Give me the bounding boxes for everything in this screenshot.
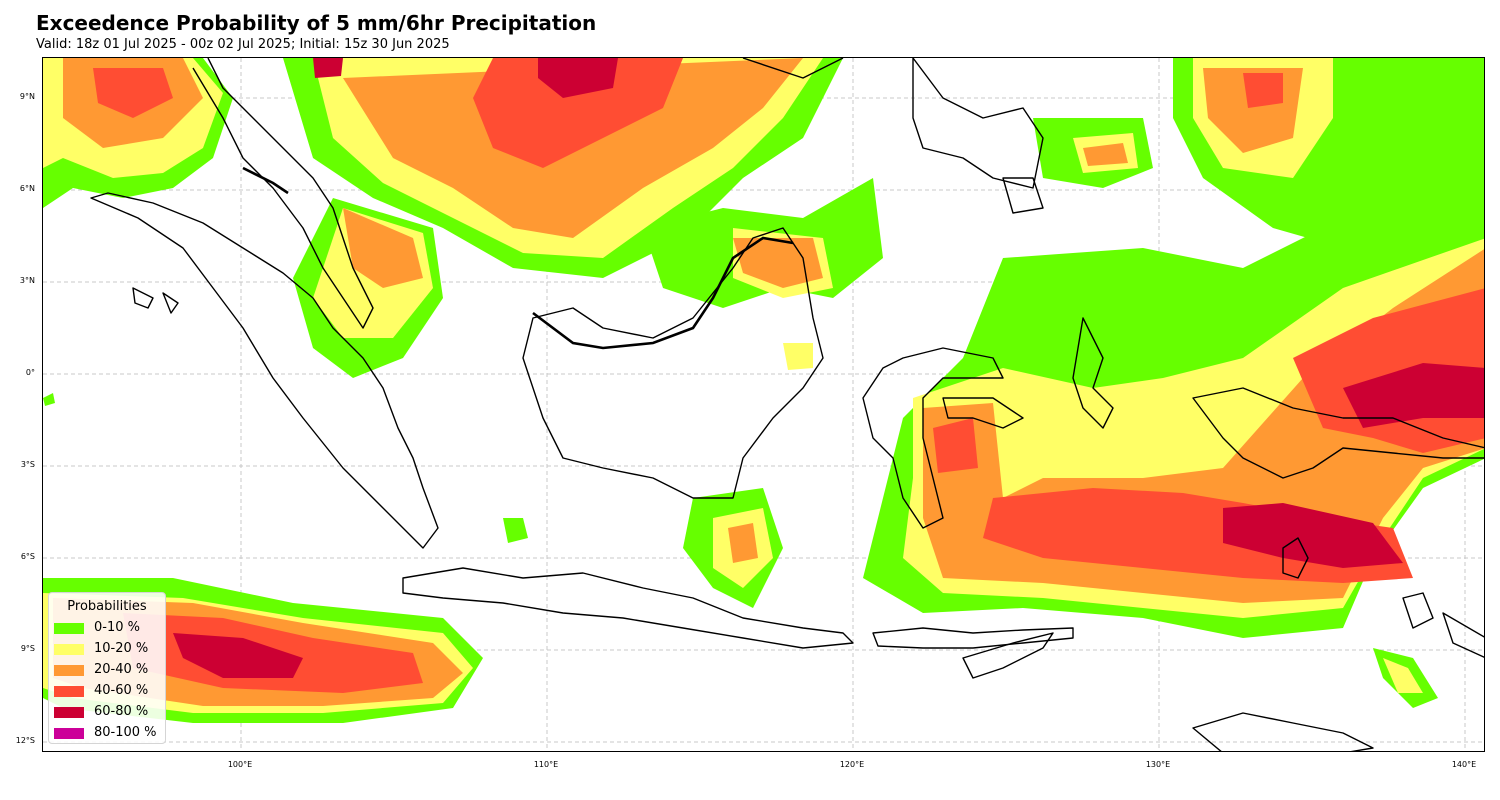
java-coast (402, 567, 854, 649)
borneo-coast (522, 227, 824, 499)
lon-label: 110°E (533, 760, 559, 769)
timor-coast (962, 632, 1054, 679)
lat-label: 0° (25, 368, 35, 377)
probability-map (43, 58, 1484, 751)
sulawesi-coast (862, 347, 1024, 529)
lat-label: 3°N (19, 276, 35, 285)
lat-label: 3°S (20, 460, 35, 469)
coastlines (90, 58, 1484, 751)
legend-swatch (54, 665, 84, 676)
legend-label: 20-40 % (94, 662, 149, 677)
map-title: Exceedence Probability of 5 mm/6hr Preci… (36, 11, 597, 35)
lon-label: 100°E (227, 760, 253, 769)
legend-label: 40-60 % (94, 683, 149, 698)
map-subtitle: Valid: 18z 01 Jul 2025 - 00z 02 Jul 2025… (36, 37, 450, 52)
legend-swatch (54, 644, 84, 655)
lat-label: 12°S (15, 736, 35, 745)
lat-label: 6°S (20, 552, 35, 561)
lon-label: 140°E (1451, 760, 1477, 769)
legend-label: 80-100 % (94, 725, 157, 740)
lon-label: 130°E (1145, 760, 1171, 769)
legend-swatch (54, 728, 84, 739)
halmahera-coast (1072, 317, 1114, 429)
legend-title: Probabilities (67, 599, 147, 614)
sumatra-coast (90, 192, 439, 549)
lat-label: 9°N (19, 92, 35, 101)
small-islands (132, 287, 1434, 629)
new-guinea-coast (1192, 387, 1484, 479)
legend-swatch (54, 623, 84, 634)
lat-label: 6°N (19, 184, 35, 193)
legend-label: 0-10 % (94, 620, 140, 635)
australia-coast (1192, 612, 1484, 751)
probability-60-80-areas (173, 58, 1484, 678)
philippines-coast (742, 58, 1044, 214)
legend: Probabilities 0-10 % 10-20 % 20-40 % 40-… (48, 592, 166, 744)
lat-label: 9°S (20, 644, 35, 653)
legend-swatch (54, 686, 84, 697)
legend-label: 60-80 % (94, 704, 149, 719)
legend-swatch (54, 707, 84, 718)
legend-label: 10-20 % (94, 641, 149, 656)
borders (242, 166, 794, 350)
lesser-sunda-coast (872, 627, 1074, 649)
map-panel[interactable] (42, 57, 1485, 752)
lon-label: 120°E (839, 760, 865, 769)
